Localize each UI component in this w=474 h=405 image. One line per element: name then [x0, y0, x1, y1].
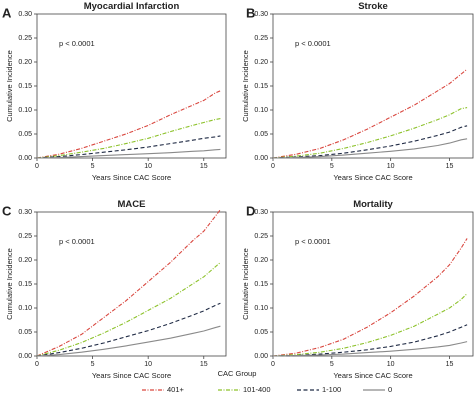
y-axis-label: Cumulative Incidence — [5, 50, 14, 122]
p-value-annotation: p < 0.0001 — [59, 237, 95, 246]
y-tick-label: 0.05 — [254, 131, 268, 138]
x-tick-label: 5 — [330, 361, 334, 368]
x-axis-label: Years Since CAC Score — [92, 173, 171, 182]
series-line-0 — [272, 341, 468, 357]
legend: CAC Group 401+ 101-400 1-100 0 — [142, 369, 392, 394]
series-line-401plus — [272, 238, 468, 357]
series-line-1-100 — [36, 302, 221, 357]
y-tick-label: 0.05 — [18, 329, 32, 336]
series-line-0 — [36, 325, 221, 357]
series-line-0 — [36, 148, 221, 159]
y-tick-label: 0.25 — [254, 233, 268, 240]
panel-letter: D — [246, 203, 255, 218]
panel-letter: C — [2, 203, 12, 218]
x-tick-label: 0 — [271, 163, 275, 170]
x-tick-label: 5 — [91, 361, 95, 368]
plot-frame — [36, 211, 227, 357]
legend-label: 401+ — [167, 385, 185, 394]
series-line-1-100 — [36, 135, 221, 159]
y-tick-label: 0.20 — [18, 59, 32, 66]
y-tick-label: 0.15 — [254, 281, 268, 288]
y-tick-label: 0.00 — [18, 353, 32, 360]
series-line-101-400 — [36, 118, 221, 159]
x-tick-label: 15 — [446, 361, 454, 368]
y-tick-label: 0.10 — [254, 107, 268, 114]
y-tick-label: 0.15 — [18, 83, 32, 90]
series-line-401plus — [36, 209, 221, 357]
y-tick-label: 0.20 — [18, 257, 32, 264]
legend-label: 101-400 — [243, 385, 271, 394]
y-tick-label: 0.10 — [18, 107, 32, 114]
series-line-0 — [272, 138, 468, 159]
legend-label: 0 — [388, 385, 392, 394]
y-tick-label: 0.10 — [254, 305, 268, 312]
x-tick-label: 10 — [387, 163, 395, 170]
x-tick-label: 10 — [387, 361, 395, 368]
legend-title: CAC Group — [218, 369, 257, 378]
y-tick-label: 0.00 — [254, 155, 268, 162]
y-axis-label: Cumulative Incidence — [241, 50, 250, 122]
panel-a: A Myocardial Infarction 0.00 0.05 0.10 0.15 0.… — [2, 1, 227, 182]
x-tick-label: 10 — [144, 163, 152, 170]
y-tick-label: 0.25 — [254, 35, 268, 42]
panel-title: Mortality — [353, 199, 393, 210]
y-tick-label: 0.05 — [18, 131, 32, 138]
y-tick-label: 0.30 — [18, 209, 32, 216]
series-line-401plus — [36, 90, 221, 159]
x-tick-label: 5 — [91, 163, 95, 170]
x-tick-label: 0 — [35, 361, 39, 368]
panel-b: B Stroke 0.00 0.05 0.10 0.15 0.20 0.25 0.30 0 5 10 1… — [241, 1, 474, 182]
series-line-1-100 — [272, 125, 468, 159]
plot-frame — [272, 13, 474, 159]
y-tick-label: 0.30 — [254, 209, 268, 216]
x-tick-label: 15 — [200, 361, 208, 368]
x-tick-label: 15 — [446, 163, 454, 170]
x-tick-label: 0 — [35, 163, 39, 170]
y-axis-label: Cumulative Incidence — [241, 248, 250, 320]
panel-title: MACE — [118, 199, 146, 210]
y-tick-label: 0.20 — [254, 257, 268, 264]
panel-title: Myocardial Infarction — [84, 1, 180, 12]
panel-letter: B — [246, 5, 255, 20]
series-line-101-400 — [36, 261, 221, 357]
p-value-annotation: p < 0.0001 — [295, 39, 331, 48]
series-line-1-100 — [272, 324, 468, 357]
x-tick-label: 15 — [200, 163, 208, 170]
x-tick-label: 5 — [330, 163, 334, 170]
panel-d: D Mortality 0.00 0.05 0.10 0.15 0.20 0.25 0.30 0 5… — [241, 199, 474, 380]
y-tick-label: 0.15 — [18, 281, 32, 288]
x-tick-label: 10 — [144, 361, 152, 368]
y-tick-label: 0.15 — [254, 83, 268, 90]
y-tick-label: 0.25 — [18, 35, 32, 42]
y-tick-label: 0.00 — [254, 353, 268, 360]
y-tick-label: 0.00 — [18, 155, 32, 162]
plot-frame — [36, 13, 227, 159]
panel-letter: A — [2, 5, 12, 20]
series-line-101-400 — [272, 293, 468, 357]
y-tick-label: 0.10 — [18, 305, 32, 312]
y-tick-label: 0.20 — [254, 59, 268, 66]
y-tick-label: 0.30 — [18, 11, 32, 18]
p-value-annotation: p < 0.0001 — [59, 39, 95, 48]
x-tick-label: 0 — [271, 361, 275, 368]
y-tick-label: 0.25 — [18, 233, 32, 240]
x-axis-label: Years Since CAC Score — [92, 371, 171, 380]
p-value-annotation: p < 0.0001 — [295, 237, 331, 246]
panel-title: Stroke — [358, 1, 388, 12]
series-line-101-400 — [272, 107, 468, 159]
y-axis-label: Cumulative Incidence — [5, 248, 14, 320]
legend-label: 1-100 — [322, 385, 341, 394]
y-tick-label: 0.30 — [254, 11, 268, 18]
y-tick-label: 0.05 — [254, 329, 268, 336]
panel-c: C MACE 0.00 0.05 0.10 0.15 0.20 0.25 0.30 0 5 10 15 Y… — [2, 199, 227, 380]
series-line-401plus — [272, 68, 468, 159]
x-axis-label: Years Since CAC Score — [333, 173, 412, 182]
x-axis-label: Years Since CAC Score — [333, 371, 412, 380]
